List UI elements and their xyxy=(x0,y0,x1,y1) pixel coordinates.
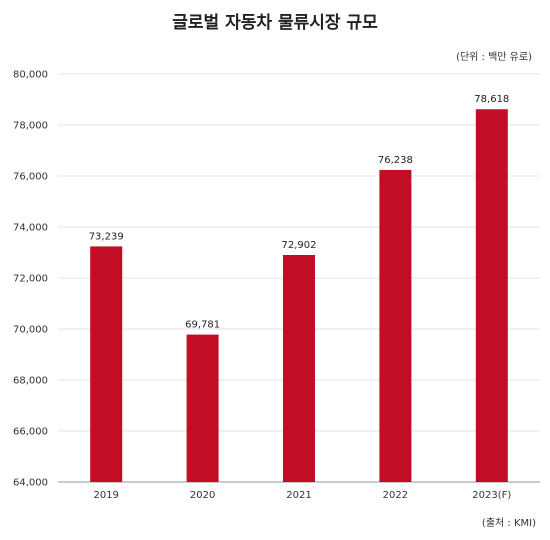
x-tick-label: 2020 xyxy=(190,490,215,501)
y-tick-label: 68,000 xyxy=(13,376,48,387)
bars xyxy=(90,109,508,482)
data-label: 72,902 xyxy=(282,240,317,251)
chart-title: 글로벌 자동차 물류시장 규모 xyxy=(172,13,378,33)
bar-2023(F) xyxy=(475,109,508,482)
y-tick-label: 74,000 xyxy=(13,223,48,234)
data-labels: 73,239 69,781 72,902 76,238 78,618 xyxy=(89,94,510,330)
data-label: 73,239 xyxy=(89,231,124,242)
unit-note: (단위 : 백만 유로) xyxy=(456,52,532,63)
data-label: 78,618 xyxy=(474,94,509,105)
x-tick-label: 2019 xyxy=(93,490,118,501)
y-tick-label: 70,000 xyxy=(13,325,48,336)
bar-2019 xyxy=(90,246,123,482)
data-label: 69,781 xyxy=(185,320,220,331)
y-axis: 64,000 66,000 68,000 70,000 72,000 74,000 76,0… xyxy=(13,70,48,489)
bar-2022 xyxy=(379,169,412,482)
y-tick-label: 72,000 xyxy=(13,274,48,285)
y-tick-label: 78,000 xyxy=(13,121,48,132)
x-tick-label: 2022 xyxy=(383,490,408,501)
source-note: (출처 : KMI) xyxy=(481,518,536,529)
x-tick-label: 2023(F) xyxy=(472,490,511,501)
y-tick-label: 66,000 xyxy=(13,427,48,438)
y-tick-label: 76,000 xyxy=(13,172,48,183)
data-label: 76,238 xyxy=(378,155,413,166)
x-tick-label: 2021 xyxy=(286,490,311,501)
bar-2021 xyxy=(283,254,315,482)
bar-2020 xyxy=(186,334,219,482)
x-axis: 2019 2020 2021 2022 2023(F) xyxy=(93,490,511,501)
y-tick-label: 64,000 xyxy=(13,478,48,489)
y-tick-label: 80,000 xyxy=(13,70,48,81)
